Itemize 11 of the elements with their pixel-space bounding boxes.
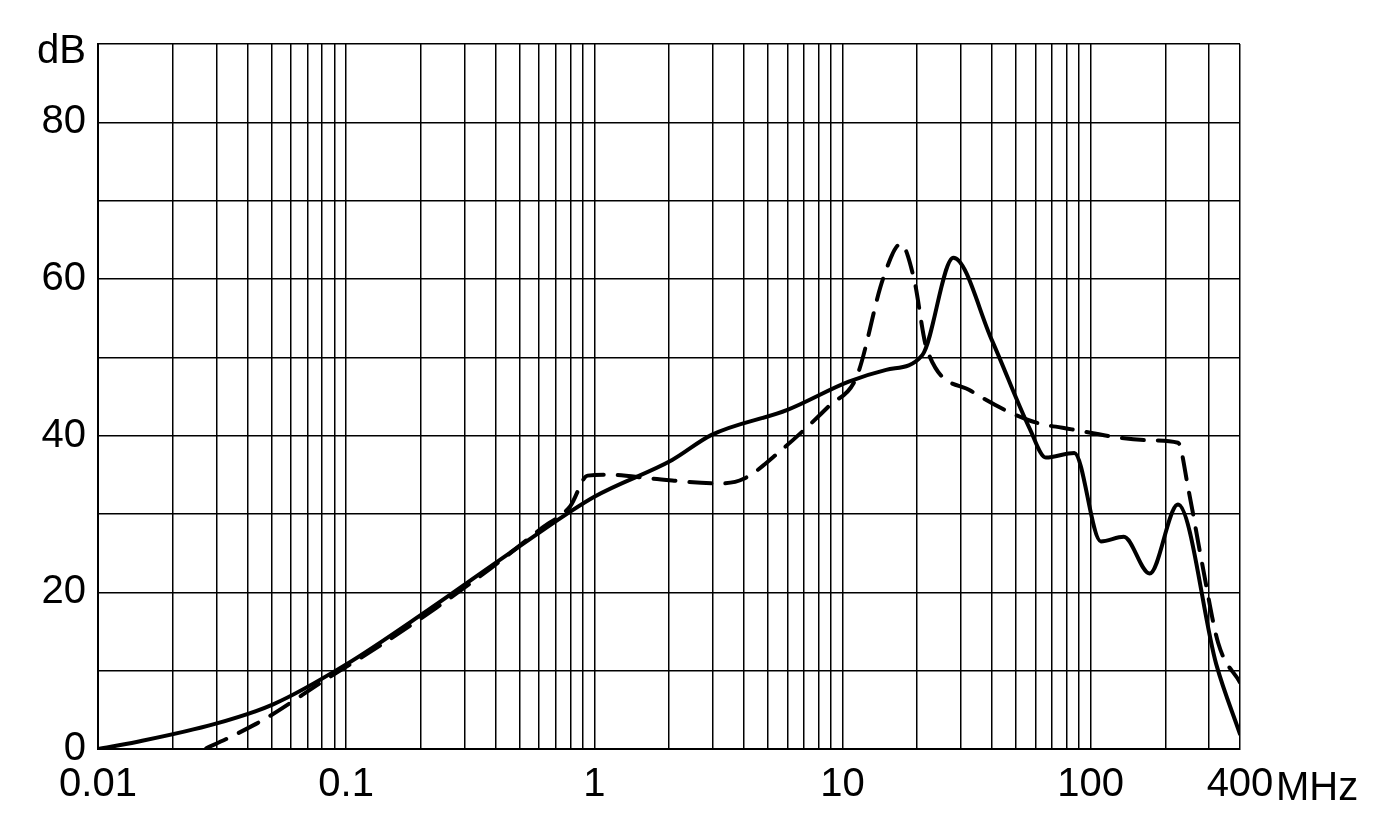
y-tick-label: 20 [41,567,86,612]
y-tick-label: 40 [41,410,86,455]
y-axis-title: dB [37,27,86,72]
x-axis-title: MHz [1276,764,1359,809]
x-tick-label: 100 [1057,760,1124,805]
x-tick-label: 10 [820,760,865,805]
x-tick-label: 400 [1206,760,1274,805]
x-tick-label: 0.1 [318,760,374,805]
y-tick-label: 60 [41,254,86,299]
x-tick-label: 1 [583,760,606,805]
y-tick-label: 80 [41,97,86,142]
